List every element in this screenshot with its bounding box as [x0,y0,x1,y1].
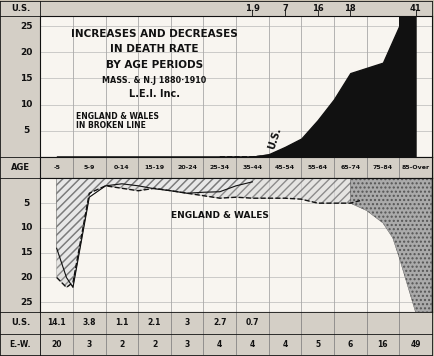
Text: 1.1: 1.1 [115,319,128,328]
Text: MASS. & N.J 1880·1910: MASS. & N.J 1880·1910 [102,76,207,85]
Text: 3: 3 [184,340,190,349]
Text: E.-W.: E.-W. [10,340,31,349]
Text: 25: 25 [20,298,33,307]
Text: 2: 2 [119,340,125,349]
Text: -5: -5 [53,165,60,170]
Text: 16: 16 [312,4,323,13]
Text: 15: 15 [20,74,33,83]
Text: 10: 10 [20,224,33,232]
Text: 2: 2 [152,340,157,349]
Text: 5-9: 5-9 [84,165,95,170]
Text: 0-14: 0-14 [114,165,130,170]
Text: IN DEATH RATE: IN DEATH RATE [110,44,199,54]
Text: 45-54: 45-54 [275,165,295,170]
Text: 7: 7 [282,4,288,13]
Text: 4: 4 [283,340,288,349]
Text: 25-34: 25-34 [210,165,230,170]
Text: 2.1: 2.1 [148,319,161,328]
Text: 20-24: 20-24 [177,165,197,170]
Text: AGE: AGE [11,163,30,172]
Text: 85-Over: 85-Over [401,165,430,170]
Text: 41: 41 [410,4,421,13]
Text: IN BROKEN LINE: IN BROKEN LINE [76,121,146,130]
Text: 3: 3 [184,319,190,328]
Text: 3.8: 3.8 [82,319,96,328]
Text: 16: 16 [378,340,388,349]
Text: 15: 15 [20,248,33,257]
Text: 3: 3 [87,340,92,349]
Text: 6: 6 [348,340,353,349]
Text: 0.7: 0.7 [246,319,259,328]
Text: 2.7: 2.7 [213,319,227,328]
Text: 20: 20 [20,48,33,57]
Text: L.E.I. Inc.: L.E.I. Inc. [129,89,180,99]
Text: ENGLAND & WALES: ENGLAND & WALES [171,211,269,220]
Text: U.S.: U.S. [11,319,30,328]
Text: 49: 49 [410,340,421,349]
Text: 15-19: 15-19 [145,165,164,170]
Text: 35-44: 35-44 [242,165,263,170]
Text: 1.9: 1.9 [245,4,260,13]
Text: 5: 5 [315,340,320,349]
Text: 18: 18 [345,4,356,13]
Text: 10: 10 [20,100,33,109]
Text: 14.1: 14.1 [47,319,66,328]
Text: 20: 20 [51,340,62,349]
Text: 75-84: 75-84 [373,165,393,170]
Text: INCREASES AND DECREASES: INCREASES AND DECREASES [71,28,238,39]
Text: 4: 4 [217,340,222,349]
Text: 55-64: 55-64 [308,165,328,170]
Text: 5: 5 [23,126,30,135]
Text: 65-74: 65-74 [340,165,360,170]
Text: 20: 20 [20,273,33,282]
Text: 4: 4 [250,340,255,349]
Text: 25: 25 [20,22,33,31]
Text: ENGLAND & WALES: ENGLAND & WALES [76,112,159,121]
Text: U.S.: U.S. [11,4,30,13]
Text: U.S.: U.S. [267,126,283,151]
Text: 5: 5 [23,199,30,208]
Text: BY AGE PERIODS: BY AGE PERIODS [106,60,203,70]
